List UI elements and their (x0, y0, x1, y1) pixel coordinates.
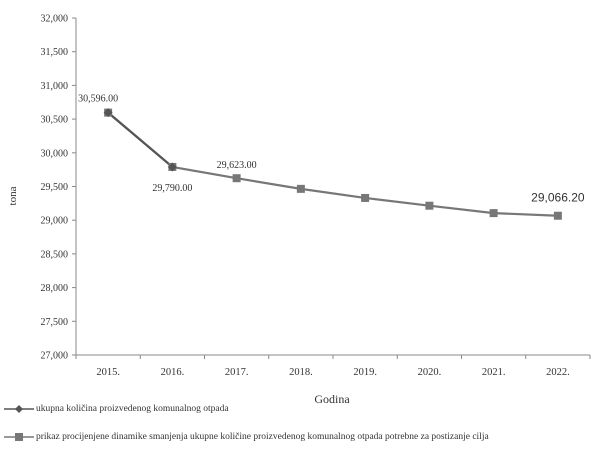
series-1-point (103, 108, 113, 118)
data-label: 29,066.20 (531, 191, 585, 205)
series-2-point (553, 211, 562, 220)
y-tick-label: 31,000 (41, 81, 69, 92)
series-2-point (361, 193, 370, 202)
y-tick-label: 30,500 (41, 115, 69, 126)
legend-item-series-1: ukupna količina proizvedenog komunalnog … (4, 404, 229, 415)
legend-label: prikaz procijenjene dinamike smanjenja u… (36, 432, 489, 442)
x-tick-label: 2019. (353, 367, 377, 378)
y-tick-label: 27,000 (41, 351, 69, 362)
legend-item-series-2: prikaz procijenjene dinamike smanjenja u… (4, 432, 489, 443)
y-tick-label: 27,500 (41, 317, 69, 328)
x-tick-label: 2022. (546, 367, 570, 378)
y-axis-label: tona (7, 186, 19, 205)
y-tick-label: 28,500 (41, 249, 69, 260)
series-lines (107, 111, 558, 217)
x-tick-label: 2018. (289, 367, 313, 378)
y-tick-label: 30,000 (41, 148, 69, 159)
x-tick-label: 2015. (96, 367, 120, 378)
y-tick-label: 28,000 (41, 283, 69, 294)
y-tick-label: 31,500 (41, 47, 69, 58)
data-label: 29,790.00 (152, 183, 192, 194)
y-tick-label: 32,000 (41, 14, 69, 25)
series-markers (103, 108, 562, 220)
x-tick-label: 2021. (482, 367, 506, 378)
series-line-2 (107, 111, 558, 217)
data-label: 30,596.00 (78, 94, 118, 105)
data-labels: 30,596.00 29,790.00 29,623.00 29,066.20 (78, 94, 585, 205)
y-tick-label: 29,500 (41, 182, 69, 193)
x-tick-label: 2016. (161, 367, 185, 378)
data-label: 29,623.00 (217, 160, 257, 171)
diamond-marker-icon (4, 405, 34, 413)
series-2-point (425, 201, 434, 210)
x-tick-labels: 2015. 2016. 2017. 2018. 2019. 2020. 2021. 2022. (75, 355, 591, 378)
y-tick-label: 29,000 (41, 216, 69, 227)
series-1-point (167, 162, 177, 172)
series-2-point (232, 174, 241, 183)
series-2-point (296, 184, 305, 193)
legend-label: ukupna količina proizvedenog komunalnog … (36, 404, 229, 414)
x-axis-label: Godina (314, 392, 350, 406)
series-line-1 (107, 111, 174, 168)
y-tick-labels: 27,000 27,500 28,000 28,500 29,000 29,500 30,0… (41, 14, 76, 362)
series-2-point (489, 209, 498, 218)
x-tick-label: 2020. (418, 367, 442, 378)
square-marker-icon (4, 433, 34, 441)
x-tick-label: 2017. (225, 367, 249, 378)
